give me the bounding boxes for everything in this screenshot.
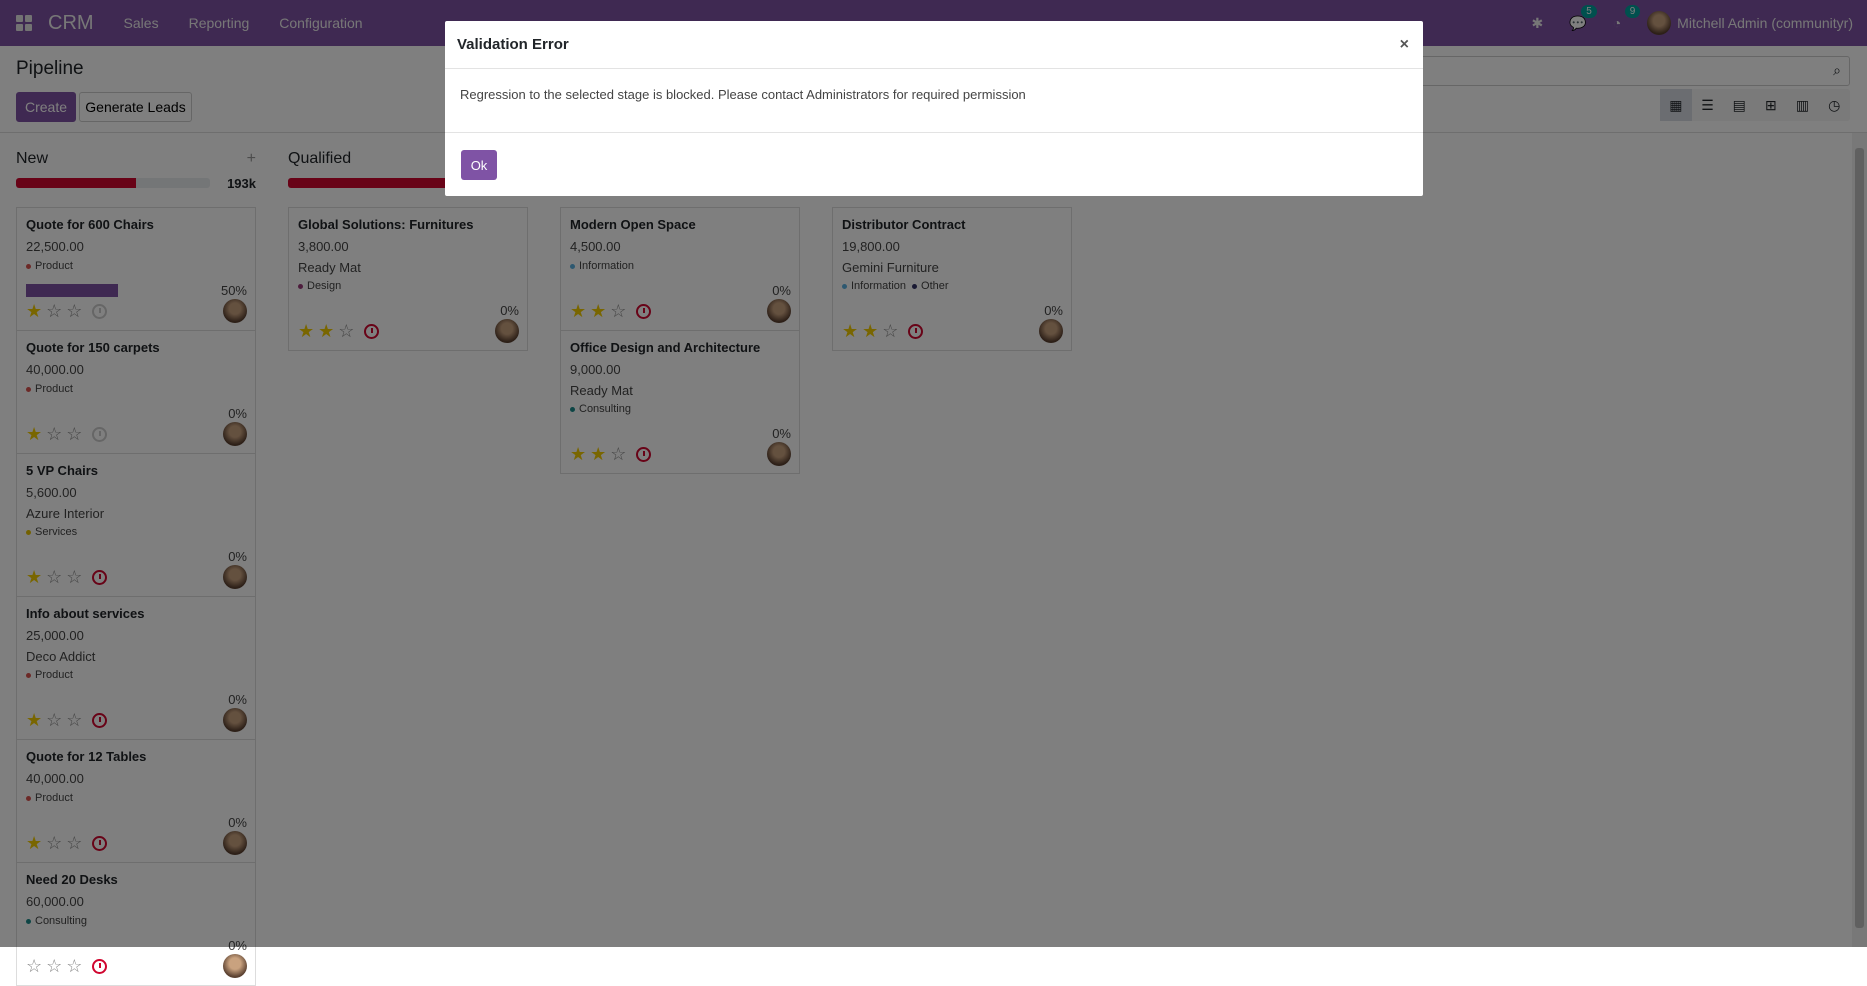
close-icon[interactable]: × <box>1399 35 1409 53</box>
star-icon[interactable]: ☆ <box>46 955 63 976</box>
dialog-message: Regression to the selected stage is bloc… <box>445 69 1423 133</box>
star-icon[interactable]: ☆ <box>26 955 43 976</box>
dialog-title: Validation Error <box>457 36 569 53</box>
priority-stars[interactable]: ☆ ☆ ☆ <box>26 955 108 977</box>
ok-button[interactable]: Ok <box>461 150 497 180</box>
avatar <box>223 954 247 978</box>
validation-error-dialog: Validation Error × Regression to the sele… <box>445 21 1423 196</box>
star-icon[interactable]: ☆ <box>66 955 83 976</box>
activity-clock-icon[interactable] <box>92 958 108 974</box>
